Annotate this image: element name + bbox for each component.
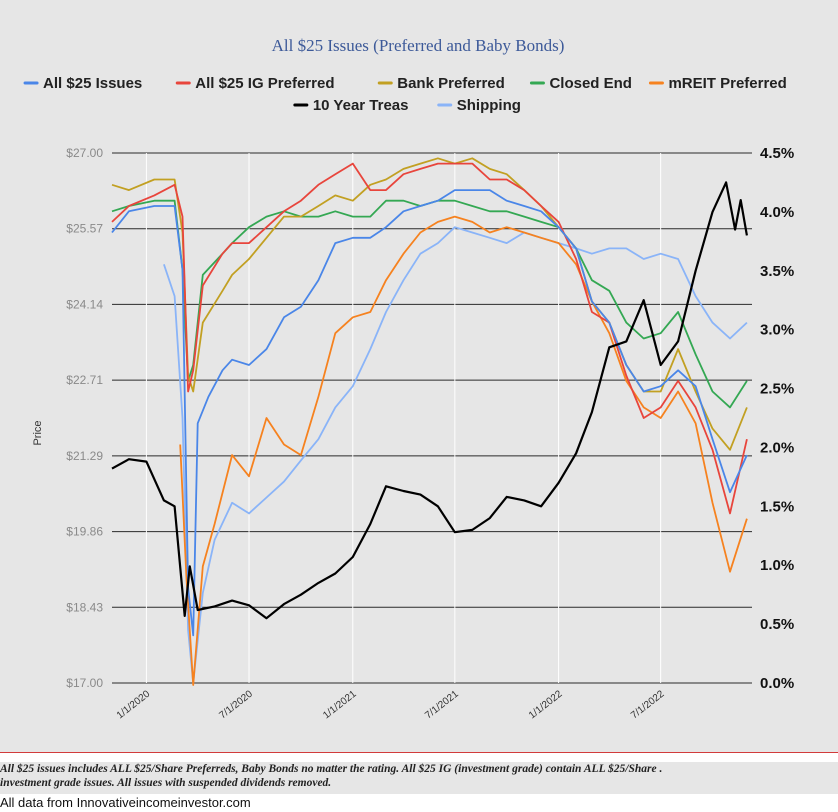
- right-tick-label: 1.0%: [760, 557, 794, 574]
- gridlines: [112, 152, 752, 684]
- right-tick-label: 1.5%: [760, 498, 794, 515]
- legend-label: All $25 Issues: [43, 75, 142, 92]
- series-line-all-25-ig-preferred: [111, 162, 748, 515]
- series-line-shipping: [163, 226, 748, 684]
- legend-label: Shipping: [457, 97, 521, 114]
- left-tick-label: $19.86: [66, 525, 103, 539]
- right-axis: 4.5% 4.0% 3.5% 3.0% 2.5% 2.0% 1.5% 1.0% 0.5% 0.0%: [760, 145, 794, 692]
- x-tick-label: 1/1/2021: [321, 688, 359, 721]
- footnote-line-1: All $25 issues includes ALL $25/Share Pr…: [0, 763, 663, 775]
- right-tick-label: 0.0%: [760, 675, 794, 692]
- legend: All $25 Issues All $25 IG Preferred Bank P…: [23, 75, 787, 114]
- line-chart: All $25 Issues (Preferred and Baby Bonds…: [23, 36, 794, 721]
- x-tick-label: 1/1/2020: [115, 688, 153, 721]
- left-tick-label: $27.00: [66, 146, 103, 160]
- chart-title: All $25 Issues (Preferred and Baby Bonds…: [272, 36, 565, 55]
- legend-label: Bank Preferred: [397, 75, 505, 92]
- left-tick-label: $22.71: [66, 373, 103, 387]
- legend-label: Closed End: [549, 75, 632, 92]
- x-axis: 1/1/2020 7/1/2020 1/1/2021 7/1/2021 1/1/2022…: [115, 688, 667, 721]
- right-tick-label: 4.0%: [760, 204, 794, 221]
- x-tick-label: 7/1/2022: [629, 688, 667, 721]
- x-tick-label: 1/1/2022: [527, 688, 565, 721]
- right-tick-label: 2.0%: [760, 439, 794, 456]
- footnote: All $25 issues includes ALL $25/Share Pr…: [0, 762, 838, 794]
- chart-area: All $25 Issues (Preferred and Baby Bonds…: [0, 0, 838, 752]
- series-line-all-25-issues: [111, 189, 748, 637]
- right-tick-label: 4.5%: [760, 145, 794, 162]
- legend-label: 10 Year Treas: [313, 97, 409, 114]
- right-tick-label: 0.5%: [760, 616, 794, 633]
- x-tick-label: 7/1/2020: [217, 688, 255, 721]
- left-tick-label: $21.29: [66, 449, 103, 463]
- left-tick-label: $17.00: [66, 676, 103, 690]
- right-tick-label: 3.5%: [760, 263, 794, 280]
- right-tick-label: 2.5%: [760, 381, 794, 398]
- x-tick-label: 7/1/2021: [423, 688, 461, 721]
- series-line-mreit-preferred: [179, 215, 748, 686]
- legend-label: mREIT Preferred: [668, 75, 786, 92]
- left-tick-label: $24.14: [66, 297, 103, 311]
- series-layer: [111, 157, 748, 686]
- left-tick-label: $18.43: [66, 600, 103, 614]
- data-source: All data from Innovativeincomeinvestor.c…: [0, 795, 251, 810]
- legend-label: All $25 IG Preferred: [195, 75, 334, 92]
- footer-divider: [0, 752, 838, 753]
- left-axis: $27.00 $25.57 $24.14 $22.71 $21.29 $19.86 $18.…: [66, 146, 103, 690]
- right-tick-label: 3.0%: [760, 322, 794, 339]
- footnote-line-2: investment grade issues. All issues with…: [0, 777, 332, 789]
- series-line-10-year-treas: [111, 181, 748, 620]
- y-axis-label: Price: [32, 420, 44, 445]
- left-tick-label: $25.57: [66, 222, 103, 236]
